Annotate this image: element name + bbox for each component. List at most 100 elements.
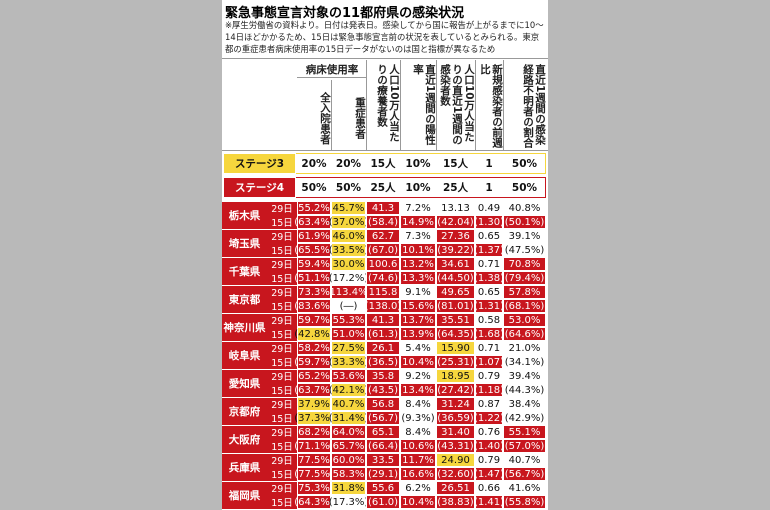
value-cell: (32.60): [436, 467, 475, 481]
value-cell: (―): [331, 299, 366, 313]
table-panel: 緊急事態宣言対象の11都府県の感染状況 ※厚生労働省の資料より。日付は発表日。感…: [222, 0, 548, 510]
value-cell: (56.7%): [503, 467, 546, 481]
value-cell: 0.87: [475, 397, 503, 411]
prefecture: 岐阜県: [222, 341, 267, 369]
value-cell: (38.83): [436, 495, 475, 509]
value-cell: 0.76: [475, 425, 503, 439]
value-cell: 13.2%: [400, 257, 436, 271]
value-cell: 59.7%: [297, 313, 331, 327]
value-cell: (42.1%): [328, 383, 369, 397]
value-cell: 9.1%: [400, 285, 436, 299]
divider: [366, 60, 367, 150]
row-rule: [222, 257, 548, 258]
value-cell: 21.0%: [503, 341, 546, 355]
stage-value: 50%: [335, 181, 362, 194]
value-cell: (1.30): [473, 215, 505, 229]
column-header: 直近1週間の陽性率: [400, 64, 436, 148]
stage-value: 20%: [335, 157, 362, 170]
value-cell: 41.3: [366, 201, 400, 215]
value-cell: 77.5%: [297, 453, 331, 467]
stage-value: 15人: [370, 158, 396, 170]
value-cell: (10.1%): [398, 243, 438, 257]
value-cell: 113.4%: [329, 285, 368, 299]
value-cell: 8.4%: [400, 425, 436, 439]
value-cell: (55.8%): [503, 495, 546, 509]
divider: [331, 80, 332, 150]
value-cell: (68.1%): [503, 299, 546, 313]
prefecture: 千葉県: [222, 257, 267, 285]
value-cell: (63.7%): [294, 383, 334, 397]
value-cell: (81.01): [436, 299, 475, 313]
row-rule: [222, 369, 548, 370]
value-cell: (13.4%): [398, 383, 438, 397]
column-header: 全入院患者: [297, 82, 331, 154]
note: ※厚生労働省の資料より。日付は発表日。感染してから国に報告が上がるまでに10～1…: [225, 20, 544, 54]
value-cell: (74.6): [366, 271, 400, 285]
value-cell: (61.3): [366, 327, 400, 341]
value-cell: (37.0%): [328, 215, 369, 229]
value-cell: 70.8%: [503, 257, 546, 271]
column-header-text: 人口10万人当たりの直近1週間の感染者数: [439, 64, 475, 145]
date-label: 15日: [267, 355, 297, 369]
value-cell: 59.4%: [297, 257, 331, 271]
date-label: 15日: [267, 243, 297, 257]
value-cell: 61.9%: [297, 229, 331, 243]
value-cell: 46.0%: [331, 229, 366, 243]
value-cell: 55.2%: [297, 201, 331, 215]
date-label: 15日: [267, 411, 297, 425]
value-cell: (64.3%): [294, 495, 334, 509]
value-cell: 18.95: [436, 369, 475, 383]
value-cell: 73.3%: [297, 285, 331, 299]
value-cell: 53.6%: [331, 369, 366, 383]
value-cell: (65.7%): [328, 439, 369, 453]
stage-value: 15人: [442, 158, 469, 170]
stage-value: 20%: [301, 157, 327, 170]
value-cell: 0.65: [475, 285, 503, 299]
stage-value: 50%: [511, 181, 538, 194]
column-header: 直近1週間の感染経路不明者の割合: [503, 64, 546, 148]
prefecture: 愛知県: [222, 369, 267, 397]
value-cell: 45.7%: [331, 201, 366, 215]
date-label: 15日: [267, 467, 297, 481]
value-cell: 0.71: [475, 341, 503, 355]
value-cell: (1.07): [473, 355, 505, 369]
date-label: 15日: [267, 271, 297, 285]
value-cell: 31.40: [436, 425, 475, 439]
value-cell: (63.4%): [294, 215, 334, 229]
value-cell: (61.0): [366, 495, 400, 509]
date-label: 29日: [267, 313, 297, 327]
value-cell: 0.65: [475, 229, 503, 243]
stage-value: 50%: [511, 157, 538, 170]
value-cell: (51.0%): [328, 327, 369, 341]
value-cell: 13.13: [436, 201, 475, 215]
column-header: 重症患者: [331, 82, 366, 154]
stage-value: 1: [485, 157, 493, 170]
prefecture: 京都府: [222, 397, 267, 425]
value-cell: 64.0%: [331, 425, 366, 439]
prefecture: 東京都: [222, 285, 267, 313]
row-rule: [222, 313, 548, 314]
value-cell: (1.37): [473, 243, 505, 257]
date-label: 29日: [267, 341, 297, 355]
column-header-text: 新規感染者の前週比: [479, 64, 503, 148]
value-cell: 41.6%: [503, 481, 546, 495]
value-cell: 0.66: [475, 481, 503, 495]
date-label: 29日: [267, 397, 297, 411]
column-header-text: 直近1週間の陽性率: [412, 64, 436, 145]
column-header-text: 直近1週間の感染経路不明者の割合: [522, 64, 546, 148]
value-cell: (36.59): [436, 411, 475, 425]
value-cell: 60.0%: [331, 453, 366, 467]
value-cell: 0.49: [475, 201, 503, 215]
rule: [297, 77, 367, 78]
value-cell: 15.90: [436, 341, 475, 355]
value-cell: 7.2%: [400, 201, 436, 215]
date-label: 15日: [267, 383, 297, 397]
divider: [436, 60, 437, 150]
value-cell: (33.5%): [328, 243, 369, 257]
column-header: 新規感染者の前週比: [475, 64, 503, 148]
date-label: 15日: [267, 439, 297, 453]
column-header-text: 全入院患者: [319, 91, 331, 145]
stage-value: 50%: [301, 181, 327, 194]
stage-value: 25人: [370, 182, 396, 194]
value-cell: 8.4%: [400, 397, 436, 411]
